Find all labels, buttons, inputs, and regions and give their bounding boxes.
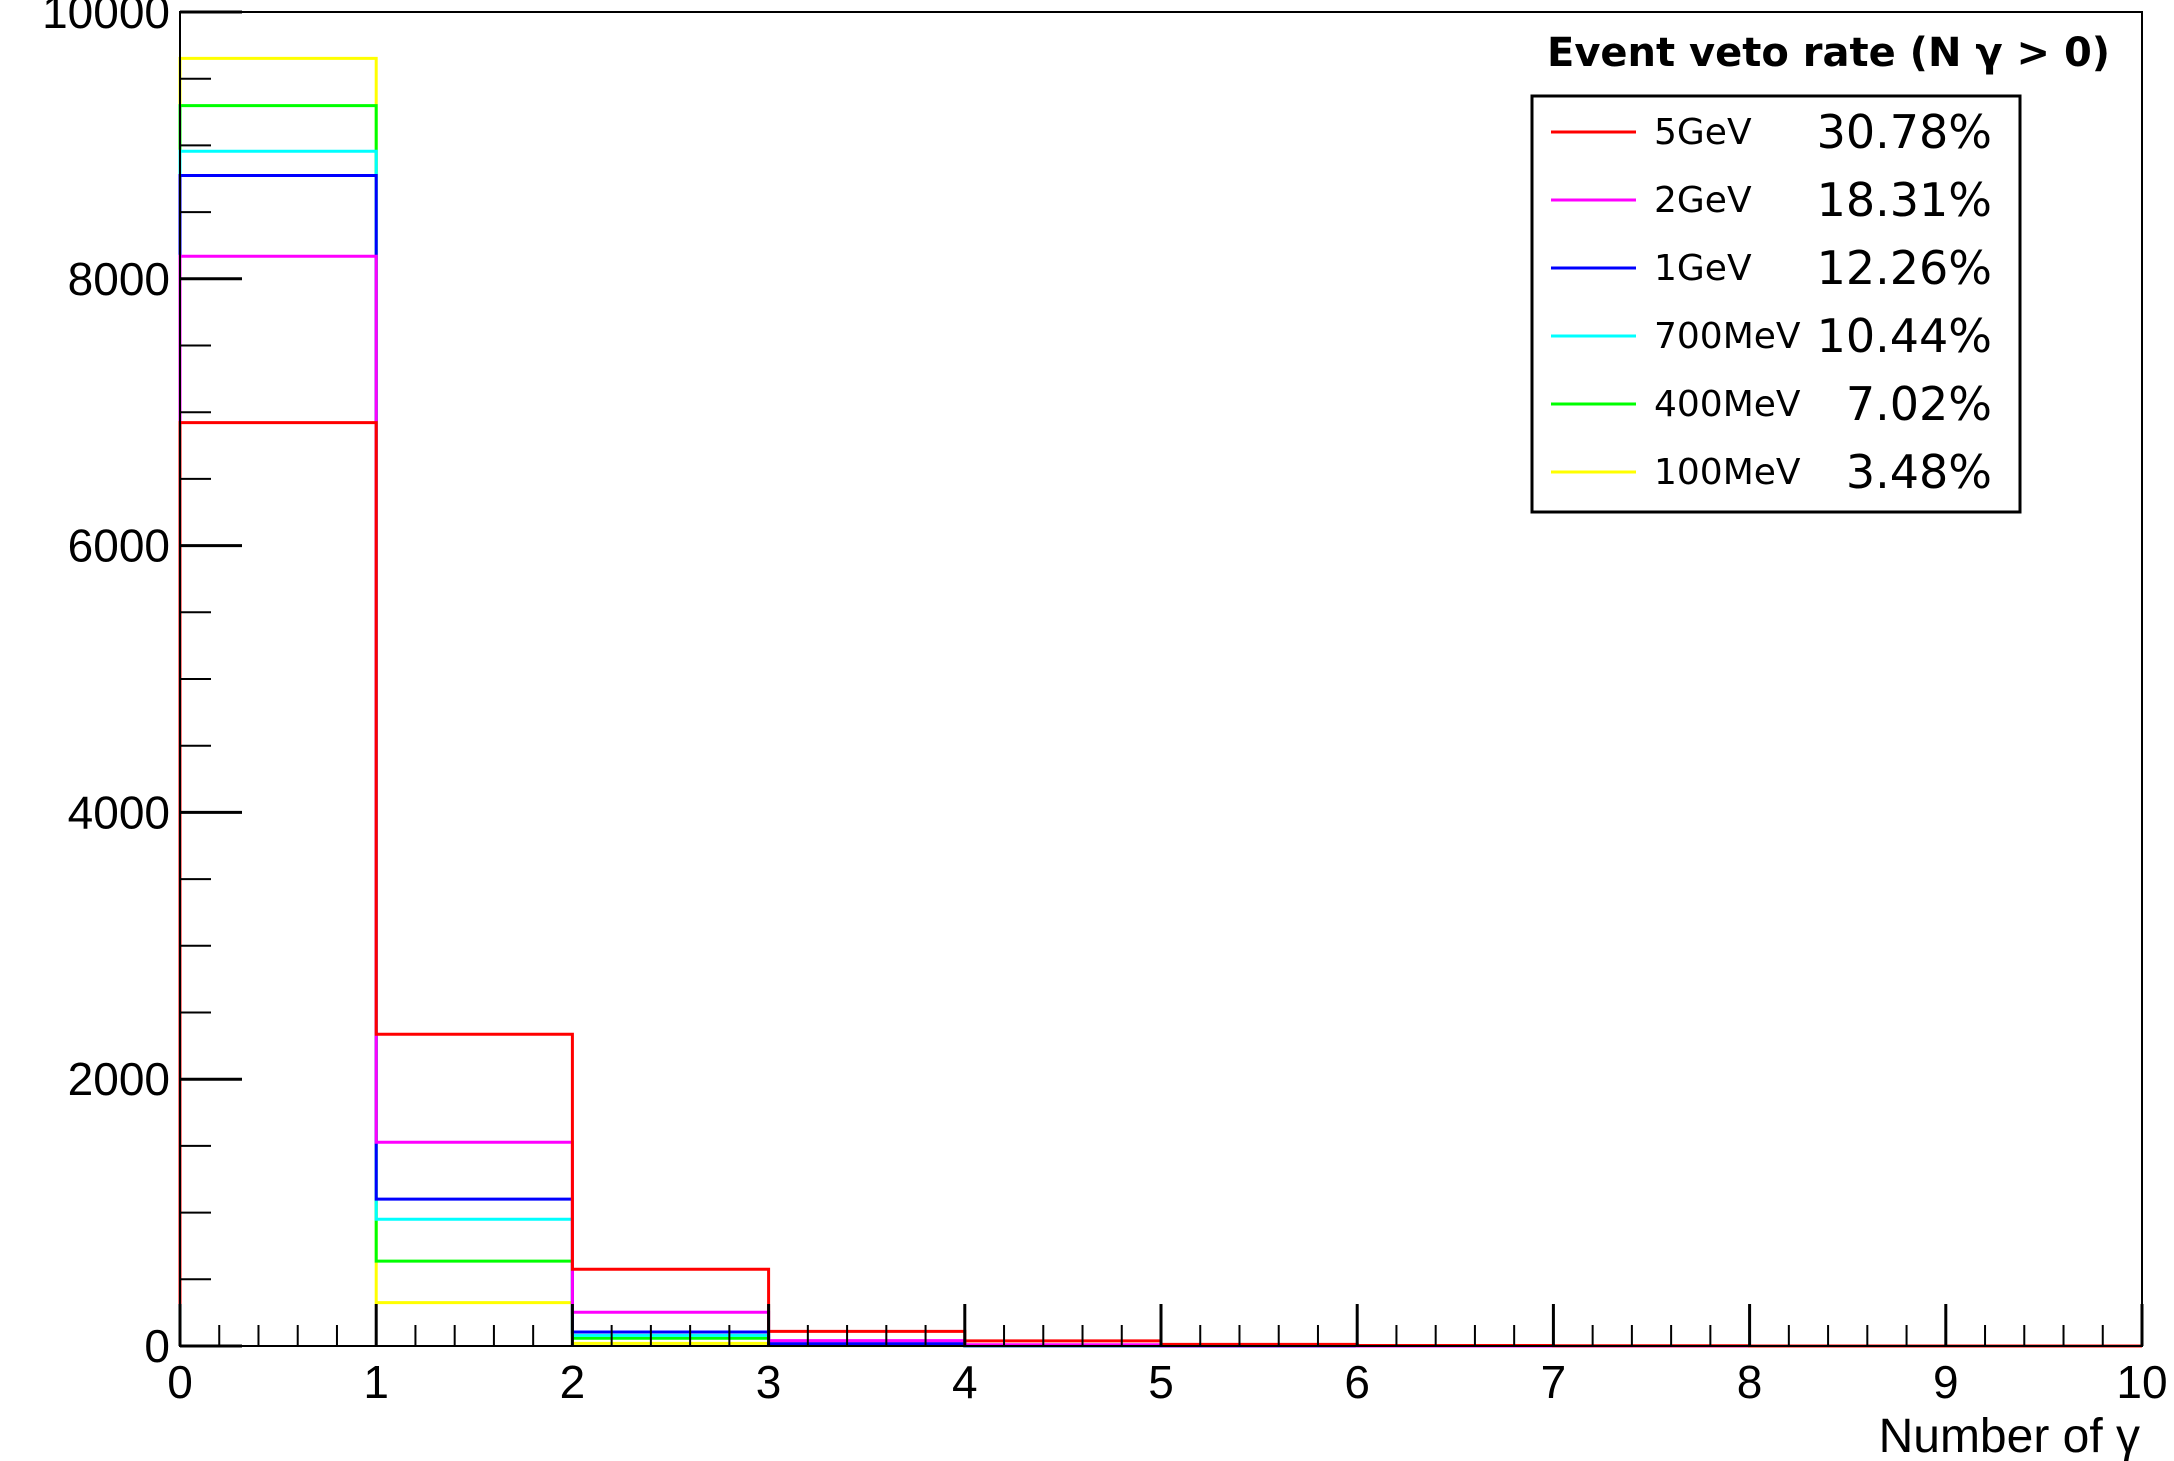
- x-tick-label: 7: [1541, 1356, 1567, 1408]
- legend-box: [1530, 94, 2022, 514]
- x-tick-label: 10: [2116, 1356, 2167, 1408]
- y-tick-label: 4000: [68, 786, 170, 838]
- legend-label-100mev: 100MeV: [1654, 452, 1801, 493]
- x-tick-label: 5: [1148, 1356, 1174, 1408]
- x-tick-label: 8: [1737, 1356, 1763, 1408]
- axis-layer: 0 1 2 3 4 5 6 7 8 9 10 0 2000 4000 6000 8000 10000: [42, 0, 2168, 1408]
- legend-rate-700mev: 10.44%: [1817, 309, 1992, 363]
- y-tick-label: 2000: [68, 1053, 170, 1105]
- legend-rate-100mev: 3.48%: [1846, 445, 1992, 499]
- legend-label-700mev: 700MeV: [1654, 316, 1801, 357]
- y-tick-label: 0: [144, 1320, 170, 1372]
- x-tick-label: 1: [363, 1356, 389, 1408]
- x-tick-label: 0: [167, 1356, 193, 1408]
- legend-rate-1gev: 12.26%: [1817, 241, 1992, 295]
- y-tick-label: 10000: [42, 0, 170, 38]
- legend-title: Event veto rate (N γ > 0): [1547, 30, 2110, 76]
- legend-label-5gev: 5GeV: [1654, 112, 1752, 153]
- x-tick-label: 6: [1344, 1356, 1370, 1408]
- x-tick-label: 4: [952, 1356, 978, 1408]
- x-tick-label: 2: [560, 1356, 586, 1408]
- legend: Event veto rate (N γ > 0) 5GeV 30.78% 2GeV…: [1530, 30, 2110, 514]
- y-tick-label: 8000: [68, 253, 170, 305]
- legend-label-400mev: 400MeV: [1654, 384, 1801, 425]
- legend-rate-5gev: 30.78%: [1817, 105, 1992, 159]
- legend-rate-2gev: 18.31%: [1817, 173, 1992, 227]
- x-tick-label: 9: [1933, 1356, 1959, 1408]
- y-tick-label: 6000: [68, 520, 170, 572]
- legend-rate-400mev: 7.02%: [1846, 377, 1992, 431]
- x-axis-title: Number of γ: [1879, 1410, 2140, 1461]
- x-tick-label: 3: [756, 1356, 782, 1408]
- legend-label-1gev: 1GeV: [1654, 248, 1752, 289]
- legend-entries: 5GeV 30.78% 2GeV 18.31% 1GeV 12.26% 700MeV 10.4…: [1551, 105, 1992, 499]
- legend-label-2gev: 2GeV: [1654, 180, 1752, 221]
- series-5gev-histogram: [178, 421, 2142, 1348]
